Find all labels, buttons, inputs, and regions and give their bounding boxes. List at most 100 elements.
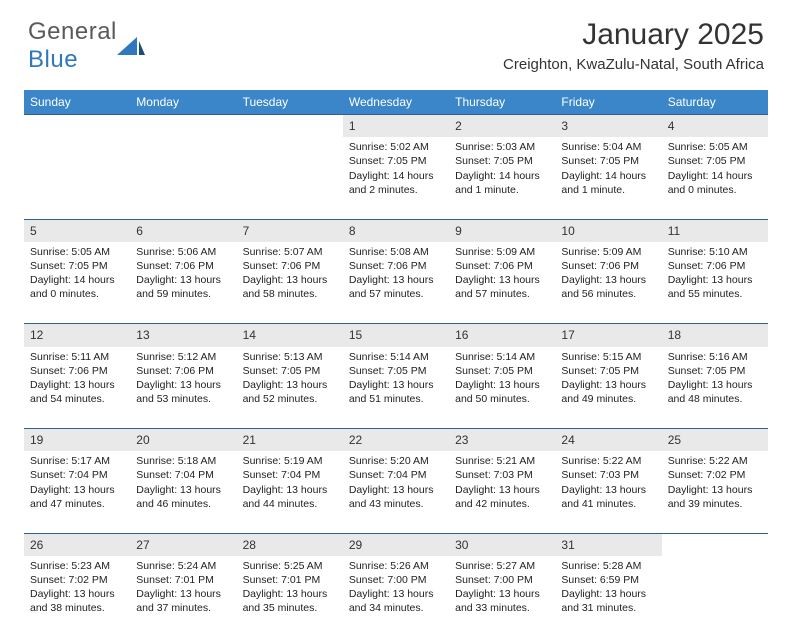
sunset-text: Sunset: 7:01 PM <box>136 573 230 587</box>
sunset-text: Sunset: 7:04 PM <box>243 468 337 482</box>
daylight-text-1: Daylight: 13 hours <box>243 483 337 497</box>
content-row: Sunrise: 5:11 AM Sunset: 7:06 PM Daylight:… <box>24 347 768 429</box>
day-content-cell: Sunrise: 5:22 AMSunset: 7:02 PMDaylight:… <box>662 451 768 533</box>
day-number-cell: 30 <box>449 533 555 556</box>
daylight-text-1: Daylight: 13 hours <box>136 587 230 601</box>
daylight-text-1: Daylight: 13 hours <box>30 378 124 392</box>
daylight-text-2: and 57 minutes. <box>349 287 443 301</box>
sunset-text: Sunset: 7:02 PM <box>30 573 124 587</box>
sunrise-text: Sunrise: 5:24 AM <box>136 559 230 573</box>
day-number-cell: 20 <box>130 429 236 452</box>
daylight-text-1: Daylight: 13 hours <box>243 587 337 601</box>
day-number-cell: 16 <box>449 324 555 347</box>
daylight-text-1: Daylight: 14 hours <box>668 169 762 183</box>
daylight-text-2: and 58 minutes. <box>243 287 337 301</box>
day-content-cell: Sunrise: 5:05 AMSunset: 7:05 PMDaylight:… <box>662 137 768 219</box>
day-number-cell: 10 <box>555 219 661 242</box>
day-number-cell: 3 <box>555 115 661 138</box>
sunrise-text: Sunrise: 5:13 AM <box>243 350 337 364</box>
sunset-text: Sunset: 7:02 PM <box>668 468 762 482</box>
daylight-text-2: and 42 minutes. <box>455 497 549 511</box>
day-content-cell: Sunrise: 5:08 AMSunset: 7:06 PMDaylight:… <box>343 242 449 324</box>
sunset-text: Sunset: 7:06 PM <box>455 259 549 273</box>
day-content-cell: Sunrise: 5:17 AMSunset: 7:04 PMDaylight:… <box>24 451 130 533</box>
location: Creighton, KwaZulu-Natal, South Africa <box>503 56 764 73</box>
day-number-cell: 22 <box>343 429 449 452</box>
sunrise-text: Sunrise: 5:11 AM <box>30 350 124 364</box>
sunrise-text: Sunrise: 5:22 AM <box>668 454 762 468</box>
weekday-header: Wednesday <box>343 90 449 115</box>
sunrise-text: Sunrise: 5:19 AM <box>243 454 337 468</box>
logo-word-blue: Blue <box>28 46 78 73</box>
sunset-text: Sunset: 7:06 PM <box>561 259 655 273</box>
sunset-text: Sunset: 7:05 PM <box>455 364 549 378</box>
day-content-cell: Sunrise: 5:19 AMSunset: 7:04 PMDaylight:… <box>237 451 343 533</box>
day-number-cell: 15 <box>343 324 449 347</box>
day-content-cell: Sunrise: 5:18 AMSunset: 7:04 PMDaylight:… <box>130 451 236 533</box>
day-content-cell: Sunrise: 5:10 AMSunset: 7:06 PMDaylight:… <box>662 242 768 324</box>
sunrise-text: Sunrise: 5:04 AM <box>561 140 655 154</box>
daylight-text-1: Daylight: 14 hours <box>349 169 443 183</box>
day-number-cell: 9 <box>449 219 555 242</box>
daylight-text-2: and 31 minutes. <box>561 601 655 615</box>
sunrise-text: Sunrise: 5:23 AM <box>30 559 124 573</box>
content-row: Sunrise: 5:05 AMSunset: 7:05 PMDaylight:… <box>24 242 768 324</box>
day-content-cell: Sunrise: 5:26 AMSunset: 7:00 PMDaylight:… <box>343 556 449 638</box>
sunrise-text: Sunrise: 5:07 AM <box>243 245 337 259</box>
sunrise-text: Sunrise: 5:08 AM <box>349 245 443 259</box>
day-content-cell: Sunrise: 5:24 AMSunset: 7:01 PMDaylight:… <box>130 556 236 638</box>
daylight-text-2: and 34 minutes. <box>349 601 443 615</box>
sunset-text: Sunset: 7:04 PM <box>349 468 443 482</box>
day-content-cell: Sunrise: 5:09 AMSunset: 7:06 PMDaylight:… <box>449 242 555 324</box>
sunrise-text: Sunrise: 5:18 AM <box>136 454 230 468</box>
day-number-cell: 6 <box>130 219 236 242</box>
weekday-header: Tuesday <box>237 90 343 115</box>
daylight-text-2: and 41 minutes. <box>561 497 655 511</box>
daylight-text-1: Daylight: 13 hours <box>455 483 549 497</box>
day-content-cell: Sunrise: 5:23 AMSunset: 7:02 PMDaylight:… <box>24 556 130 638</box>
daylight-text-1: Daylight: 13 hours <box>561 378 655 392</box>
day-content-cell: Sunrise: 5:04 AMSunset: 7:05 PMDaylight:… <box>555 137 661 219</box>
day-content-cell: Sunrise: 5:03 AMSunset: 7:05 PMDaylight:… <box>449 137 555 219</box>
sunset-text: Sunset: 7:04 PM <box>136 468 230 482</box>
weekday-header: Thursday <box>449 90 555 115</box>
day-content-cell <box>662 556 768 638</box>
sunrise-text: Sunrise: 5:05 AM <box>30 245 124 259</box>
sunrise-text: Sunrise: 5:12 AM <box>136 350 230 364</box>
daylight-text-1: Daylight: 13 hours <box>668 378 762 392</box>
daylight-text-2: and 59 minutes. <box>136 287 230 301</box>
day-number-cell: 24 <box>555 429 661 452</box>
daylight-text-2: and 43 minutes. <box>349 497 443 511</box>
sunset-text: Sunset: 7:05 PM <box>243 364 337 378</box>
daylight-text-1: Daylight: 13 hours <box>136 273 230 287</box>
day-content-cell <box>130 137 236 219</box>
sunset-text: Sunset: 7:06 PM <box>136 364 230 378</box>
sunrise-text: Sunrise: 5:09 AM <box>561 245 655 259</box>
day-content-cell: Sunrise: 5:11 AMSunset: 7:06 PMDaylight:… <box>24 347 130 429</box>
sunrise-text: Sunrise: 5:20 AM <box>349 454 443 468</box>
sunset-text: Sunset: 7:06 PM <box>349 259 443 273</box>
day-content-cell <box>24 137 130 219</box>
weekday-header: Monday <box>130 90 236 115</box>
daylight-text-2: and 57 minutes. <box>455 287 549 301</box>
daylight-text-1: Daylight: 13 hours <box>668 273 762 287</box>
sunset-text: Sunset: 7:05 PM <box>668 154 762 168</box>
day-content-cell <box>237 137 343 219</box>
day-number-cell <box>130 115 236 138</box>
daylight-text-1: Daylight: 13 hours <box>136 483 230 497</box>
sunset-text: Sunset: 7:01 PM <box>243 573 337 587</box>
daylight-text-2: and 53 minutes. <box>136 392 230 406</box>
daylight-text-1: Daylight: 13 hours <box>349 483 443 497</box>
daynum-row: 567891011 <box>24 219 768 242</box>
daylight-text-1: Daylight: 13 hours <box>30 587 124 601</box>
daylight-text-1: Daylight: 13 hours <box>349 273 443 287</box>
sunrise-text: Sunrise: 5:05 AM <box>668 140 762 154</box>
daylight-text-1: Daylight: 13 hours <box>243 273 337 287</box>
logo: General Blue <box>28 18 145 74</box>
daylight-text-2: and 48 minutes. <box>668 392 762 406</box>
daylight-text-1: Daylight: 13 hours <box>349 587 443 601</box>
sunrise-text: Sunrise: 5:10 AM <box>668 245 762 259</box>
sunrise-text: Sunrise: 5:15 AM <box>561 350 655 364</box>
sunset-text: Sunset: 7:05 PM <box>561 154 655 168</box>
sunset-text: Sunset: 7:03 PM <box>561 468 655 482</box>
